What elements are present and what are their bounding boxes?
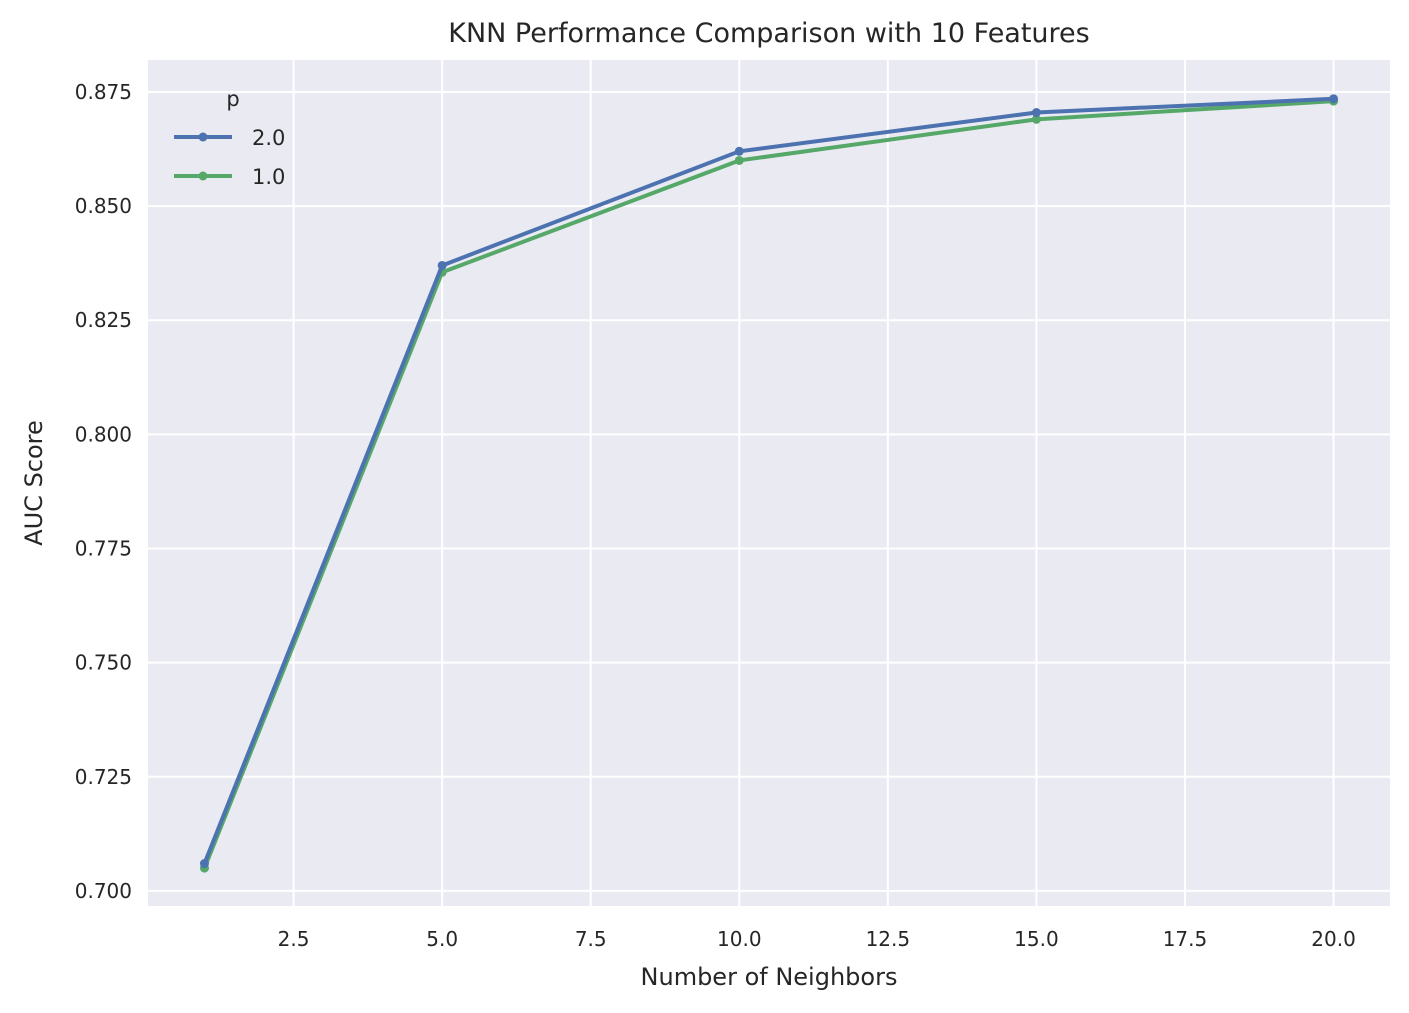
legend-swatch-marker xyxy=(198,132,208,142)
data-point xyxy=(437,260,447,270)
data-point xyxy=(734,146,744,156)
data-point xyxy=(1031,108,1041,118)
legend-label: 2.0 xyxy=(252,126,285,150)
x-tick-label: 17.5 xyxy=(1163,927,1208,951)
chart-title: KNN Performance Comparison with 10 Featu… xyxy=(448,18,1090,49)
x-tick-label: 10.0 xyxy=(717,927,762,951)
grid xyxy=(148,60,1390,906)
data-point xyxy=(1031,114,1041,124)
x-tick-label: 5.0 xyxy=(426,927,458,951)
x-tick-label: 2.5 xyxy=(278,927,310,951)
x-tick-label: 12.5 xyxy=(866,927,911,951)
data-point xyxy=(734,155,744,165)
y-tick-labels: 0.700 0.725 0.750 0.775 0.800 0.825 0.850 0.875 xyxy=(75,80,132,903)
y-tick-label: 0.800 xyxy=(75,422,132,446)
plot-background xyxy=(148,60,1390,906)
x-tick-label: 7.5 xyxy=(575,927,607,951)
x-tick-labels: 2.5 5.0 7.5 10.0 12.5 15.0 17.5 20.0 xyxy=(278,927,1356,951)
y-tick-label: 0.700 xyxy=(75,879,132,903)
y-tick-label: 0.875 xyxy=(75,80,132,104)
y-tick-label: 0.750 xyxy=(75,651,132,675)
y-axis-label: AUC Score xyxy=(20,420,48,546)
legend-items: 2.0 1.0 xyxy=(174,126,285,189)
legend: p 2.0 1.0 xyxy=(174,87,285,189)
data-point xyxy=(1329,94,1339,104)
y-tick-label: 0.725 xyxy=(75,765,132,789)
x-axis-label: Number of Neighbors xyxy=(641,963,898,991)
series-lines xyxy=(199,94,1339,873)
legend-label: 1.0 xyxy=(252,165,285,189)
y-tick-label: 0.850 xyxy=(75,194,132,218)
data-point xyxy=(199,859,209,869)
y-tick-label: 0.825 xyxy=(75,308,132,332)
x-tick-label: 20.0 xyxy=(1311,927,1356,951)
y-tick-label: 0.775 xyxy=(75,537,132,561)
legend-title: p xyxy=(226,87,239,111)
x-tick-label: 15.0 xyxy=(1014,927,1059,951)
legend-swatch-marker xyxy=(198,171,208,181)
